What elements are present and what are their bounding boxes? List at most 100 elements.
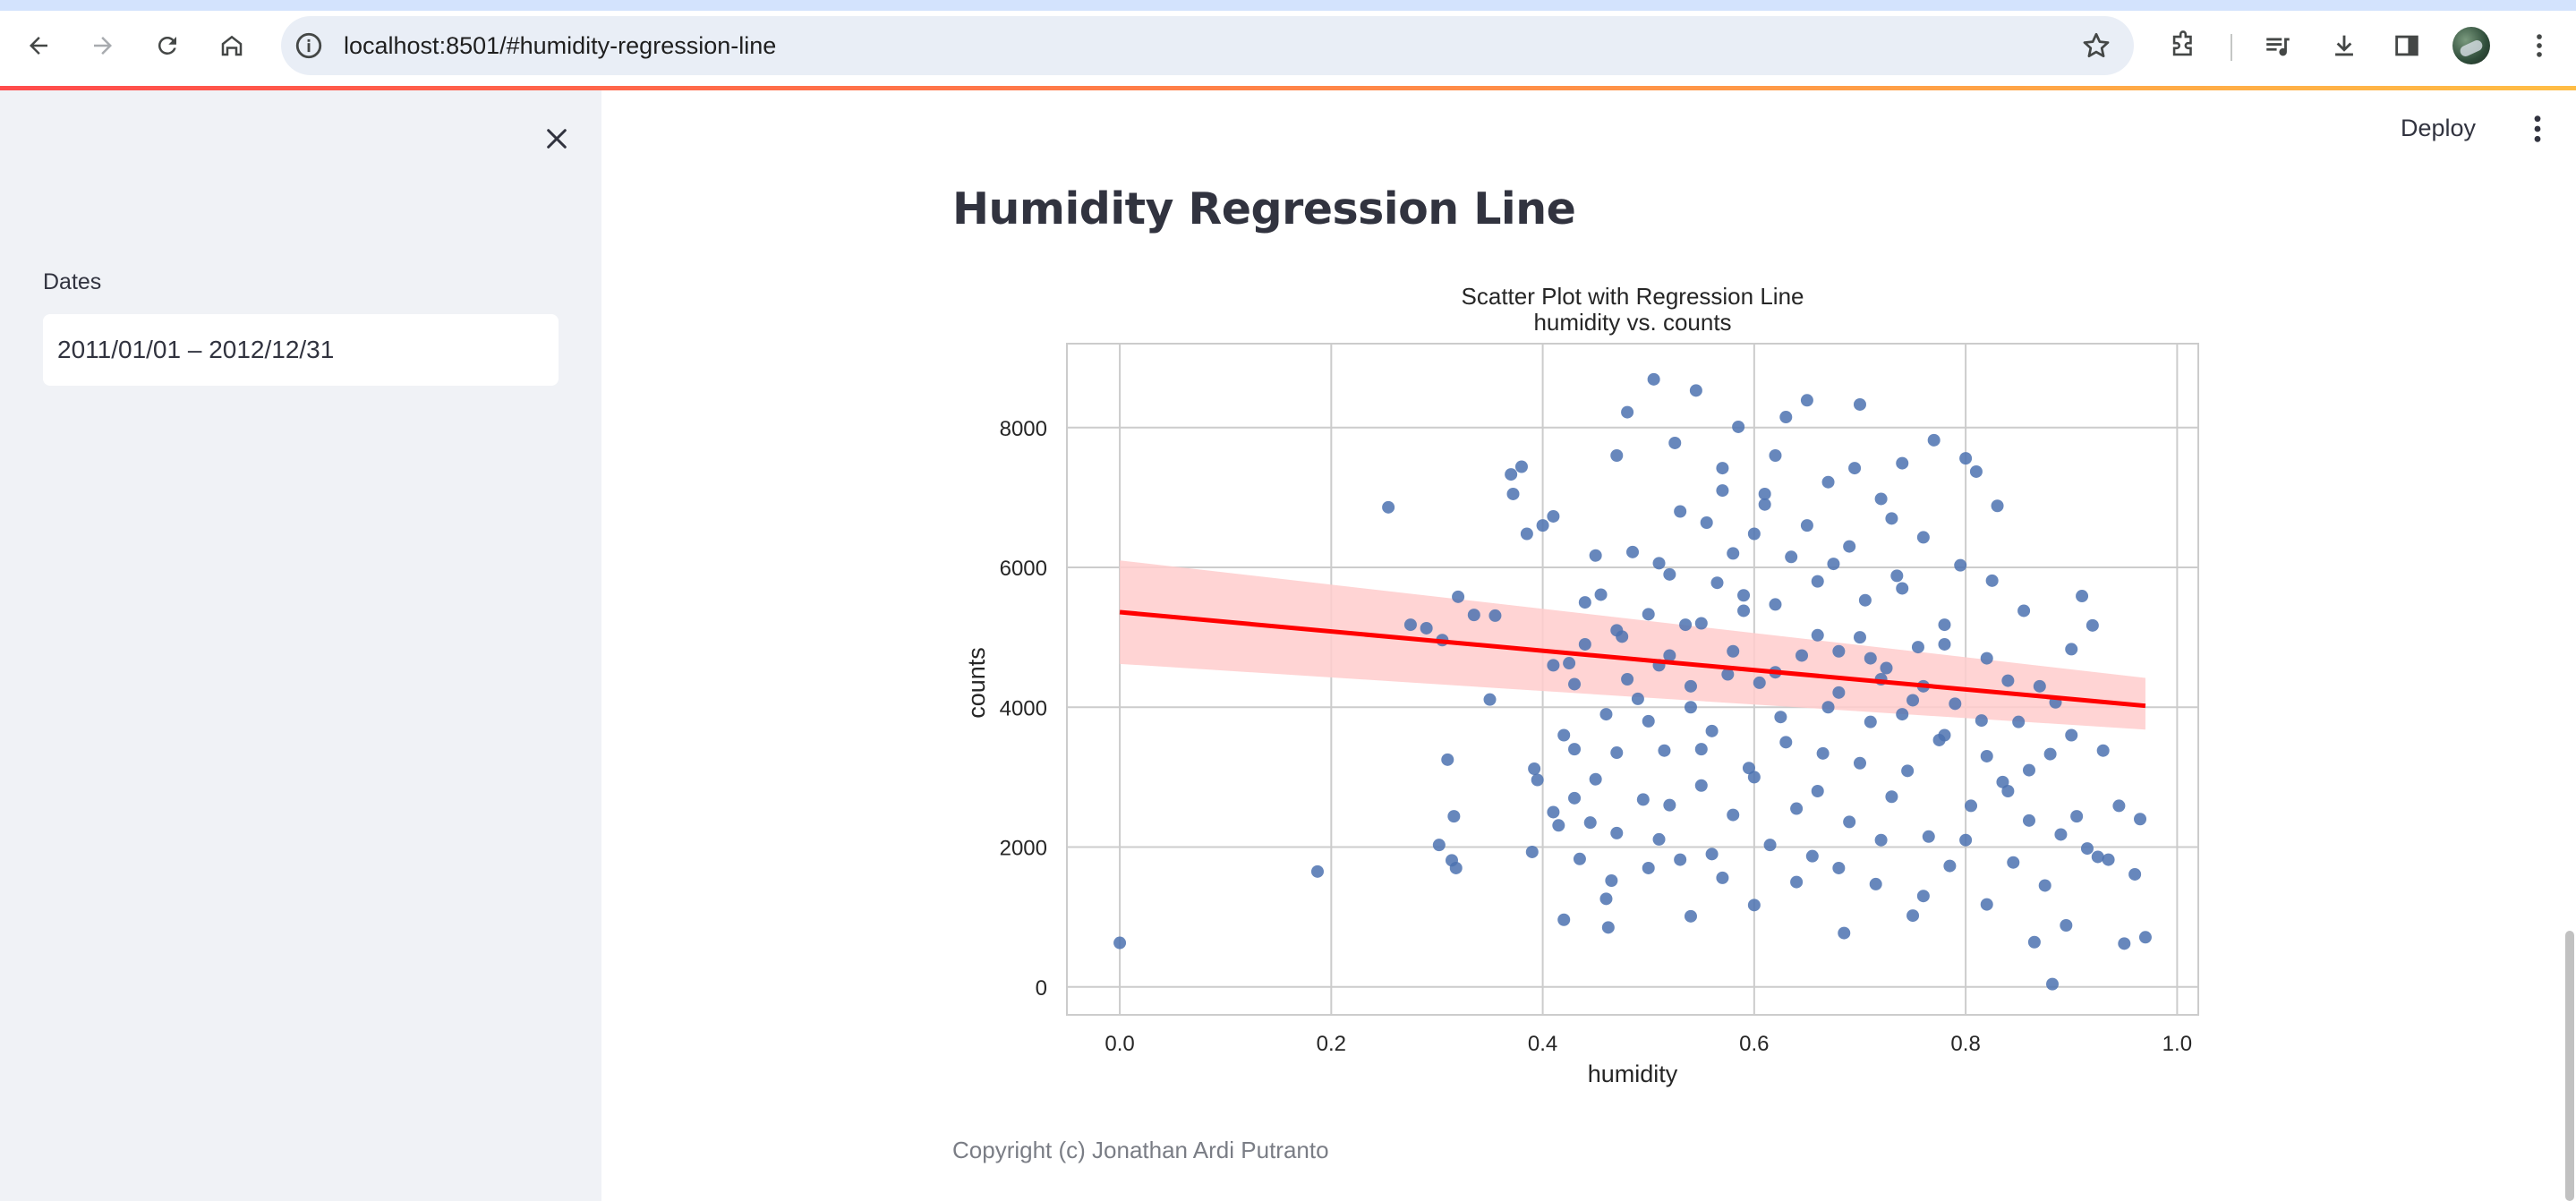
data-point [1980,652,1993,665]
data-point [1874,833,1888,847]
browser-tab-strip [0,0,2576,11]
url-text[interactable]: localhost:8501/#humidity-regression-line [344,32,777,59]
data-point [1916,890,1930,903]
data-point [2022,763,2035,777]
media-icon[interactable] [2256,23,2300,68]
y-tick-label: 0 [1036,976,1047,1001]
data-point [1547,659,1560,672]
data-point [1621,673,1634,686]
data-point [1663,649,1676,662]
data-point [1589,772,1602,786]
data-point [1753,676,1766,689]
data-point [1694,617,1708,630]
data-point [1520,527,1533,541]
data-point [1710,576,1724,590]
data-point [2070,810,2084,823]
side-panel-icon[interactable] [2384,23,2429,68]
data-point [1821,475,1835,489]
data-point [1838,926,1851,940]
data-point [1420,621,1433,635]
data-point [1938,637,1951,651]
data-point [1774,711,1787,724]
data-point [1599,892,1613,906]
data-point [2027,935,2041,949]
data-point [2045,977,2059,991]
data-point [1965,799,1978,813]
data-point [1779,411,1793,424]
data-point [1583,816,1597,830]
close-sidebar-icon[interactable] [535,117,578,160]
chart-title: Scatter Plot with Regression Line [1462,283,1804,310]
data-point [2065,728,2078,742]
data-point [1432,839,1446,852]
data-point [1684,909,1697,923]
y-tick-label: 4000 [1000,696,1047,720]
data-point [1525,845,1539,858]
data-point [1980,749,1993,762]
deploy-button[interactable]: Deploy [2401,115,2477,141]
extensions-icon[interactable] [2161,23,2205,68]
data-point [1557,913,1571,926]
data-point [1727,808,1740,822]
x-tick-label: 0.0 [1105,1032,1134,1056]
data-point [1727,644,1740,658]
home-icon[interactable] [209,23,254,68]
data-point [1885,512,1898,525]
reload-icon[interactable] [145,23,190,68]
data-point [1467,609,1480,622]
y-tick-label: 8000 [1000,417,1047,441]
profile-avatar[interactable] [2452,27,2490,64]
data-point [1449,861,1463,874]
data-point [1896,708,1909,721]
back-icon[interactable] [16,23,61,68]
data-point [1573,852,1586,865]
header-decoration [0,86,2576,90]
data-point [1700,516,1713,529]
data-point [2118,937,2131,950]
site-info-icon[interactable] [294,30,324,61]
data-point [1642,608,1655,621]
data-point [1906,694,1920,707]
data-point [1901,764,1915,778]
data-point [1727,547,1740,560]
data-point [1816,746,1830,760]
data-point [1927,433,1941,447]
address-bar[interactable]: localhost:8501/#humidity-regression-line [281,16,2134,75]
data-point [1769,598,1782,611]
data-point [1742,762,1755,775]
data-point [1716,462,1729,475]
sidebar: Dates 2011/01/01 – 2012/12/31 [0,90,601,1201]
date-range-input[interactable]: 2011/01/01 – 2012/12/31 [43,314,559,386]
forward-icon[interactable] [81,23,125,68]
data-point [1684,701,1697,714]
data-point [2076,590,2089,603]
data-point [1605,874,1618,887]
data-point [1906,909,1920,923]
data-point [1621,405,1634,419]
main-menu-icon[interactable] [2522,111,2553,147]
data-point [1747,771,1761,784]
data-point [1658,744,1671,757]
bookmark-star-icon[interactable] [2080,30,2112,62]
data-point [1483,693,1497,706]
chrome-menu-icon[interactable] [2517,23,2562,68]
data-point [1674,853,1687,866]
data-point [1911,641,1924,654]
data-point [1991,499,2004,513]
data-point [2134,813,2147,826]
data-point [1610,746,1624,760]
x-tick-label: 0.8 [1950,1032,1980,1056]
data-point [1563,657,1576,670]
data-point [1827,558,1840,571]
data-point [1652,832,1666,846]
download-icon[interactable] [2322,23,2367,68]
main-scrollbar-thumb[interactable] [2565,931,2574,1201]
data-point [1578,596,1591,609]
y-axis-label: counts [963,647,990,719]
data-point [1610,449,1624,462]
data-point [1790,802,1804,815]
data-point [1779,736,1793,749]
data-point [1938,618,1951,632]
data-point [1874,492,1888,506]
data-point [1853,756,1866,770]
